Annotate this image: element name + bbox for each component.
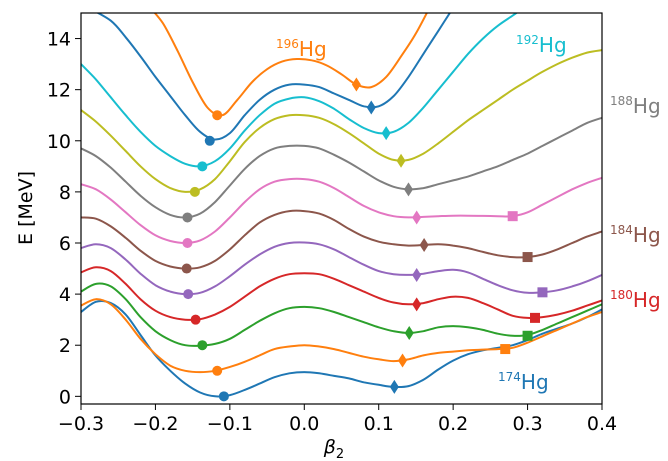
series-line-3 [81, 266, 602, 321]
series-layer [81, 13, 602, 398]
series-line-10 [96, 13, 452, 141]
series-1-marker-square-2 [500, 344, 511, 355]
series-2-marker-circle-0 [197, 340, 208, 351]
x-tick-label: 0.4 [587, 413, 617, 435]
series-5-marker-diamond-1 [419, 238, 429, 253]
series-0-marker-circle-0 [218, 391, 229, 402]
series-8-marker-diamond-1 [396, 153, 406, 168]
x-tick-label: 0.0 [289, 413, 319, 435]
x-axis-label-sub: 2 [336, 447, 344, 461]
series-6-marker-circle-0 [182, 238, 193, 248]
x-tick-label: −0.1 [207, 413, 253, 435]
y-tick-label: 10 [47, 131, 71, 153]
x-tick-label: 0.2 [438, 413, 468, 435]
isotope-label-180: 180Hg [610, 288, 661, 312]
isotope-label-layer: 196Hg 192Hg 188Hg 184Hg 180Hg 174Hg [276, 33, 661, 394]
series-5-marker-square-2 [522, 252, 533, 263]
series-3-marker-diamond-1 [412, 297, 422, 312]
series-4-marker-circle-0 [183, 289, 194, 300]
y-tick-label: 0 [59, 386, 71, 408]
series-1-marker-diamond-1 [398, 353, 408, 368]
y-tick-label: 14 [47, 29, 71, 51]
x-axis-label: β2 [323, 436, 344, 461]
series-line-7 [81, 116, 602, 219]
series-3-marker-circle-0 [190, 314, 201, 325]
series-0-marker-diamond-1 [389, 379, 399, 394]
y-axis-label: E [MeV] [15, 171, 37, 245]
series-4-marker-square-2 [537, 287, 548, 298]
isotope-label-188: 188Hg [610, 94, 661, 118]
series-line-0 [81, 299, 602, 398]
series-9-marker-circle-0 [197, 161, 208, 172]
series-line-2 [81, 282, 602, 347]
series-5-marker-circle-0 [181, 263, 192, 274]
series-line-11 [153, 13, 428, 117]
series-3-marker-square-2 [530, 312, 541, 323]
series-line-8 [81, 49, 602, 193]
tick-layer: −0.3 −0.2 −0.1 0.0 0.1 0.2 0.3 0.4 0 2 4 6 8 10 12 14 [47, 29, 617, 435]
y-tick-label: 6 [59, 233, 71, 255]
x-tick-label: 0.3 [512, 413, 542, 435]
series-7-marker-circle-0 [182, 212, 193, 223]
y-tick-label: 12 [47, 80, 71, 102]
series-line-9 [81, 13, 519, 168]
series-2-marker-square-2 [522, 330, 533, 341]
y-tick-label: 2 [59, 335, 71, 357]
x-tick-label: −0.3 [58, 413, 104, 435]
series-11-marker-circle-0 [212, 110, 223, 121]
marker-layer [181, 77, 548, 402]
isotope-label-192: 192Hg [516, 33, 567, 57]
x-axis-label-main: β [323, 436, 336, 458]
series-8-marker-circle-0 [189, 186, 200, 197]
series-6-marker-square-2 [507, 211, 518, 222]
y-tick-label: 8 [59, 182, 71, 204]
series-6-marker-diamond-1 [412, 210, 422, 225]
series-10-marker-circle-0 [204, 135, 215, 146]
x-tick-label: 0.1 [364, 413, 394, 435]
series-7-marker-diamond-1 [403, 182, 413, 197]
series-2-marker-diamond-1 [404, 325, 414, 340]
y-tick-label: 4 [59, 284, 71, 306]
series-9-marker-diamond-1 [381, 126, 391, 141]
isotope-label-184: 184Hg [610, 223, 661, 247]
isotope-label-174: 174Hg [498, 370, 549, 394]
plot-frame [80, 12, 603, 405]
series-11-marker-diamond-1 [351, 77, 361, 92]
series-4-marker-diamond-1 [412, 267, 422, 282]
series-line-4 [81, 241, 602, 296]
series-1-marker-circle-0 [212, 365, 223, 376]
isotope-label-196: 196Hg [276, 37, 327, 61]
series-line-5 [81, 209, 602, 270]
x-tick-label: −0.2 [132, 413, 178, 435]
series-10-marker-diamond-1 [366, 100, 376, 115]
series-line-1 [81, 298, 602, 374]
